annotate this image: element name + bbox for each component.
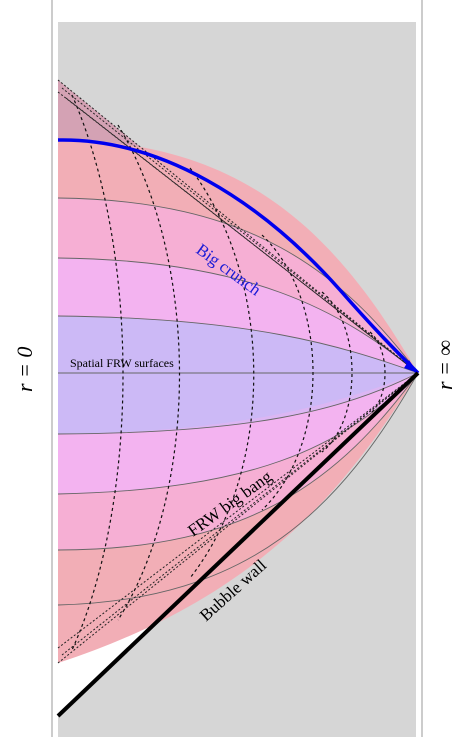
label-r-zero: r = 0: [12, 347, 37, 392]
label-spatial-frw: Spatial FRW surfaces: [70, 356, 174, 370]
label-r-infinity: r = ∞: [432, 340, 457, 390]
